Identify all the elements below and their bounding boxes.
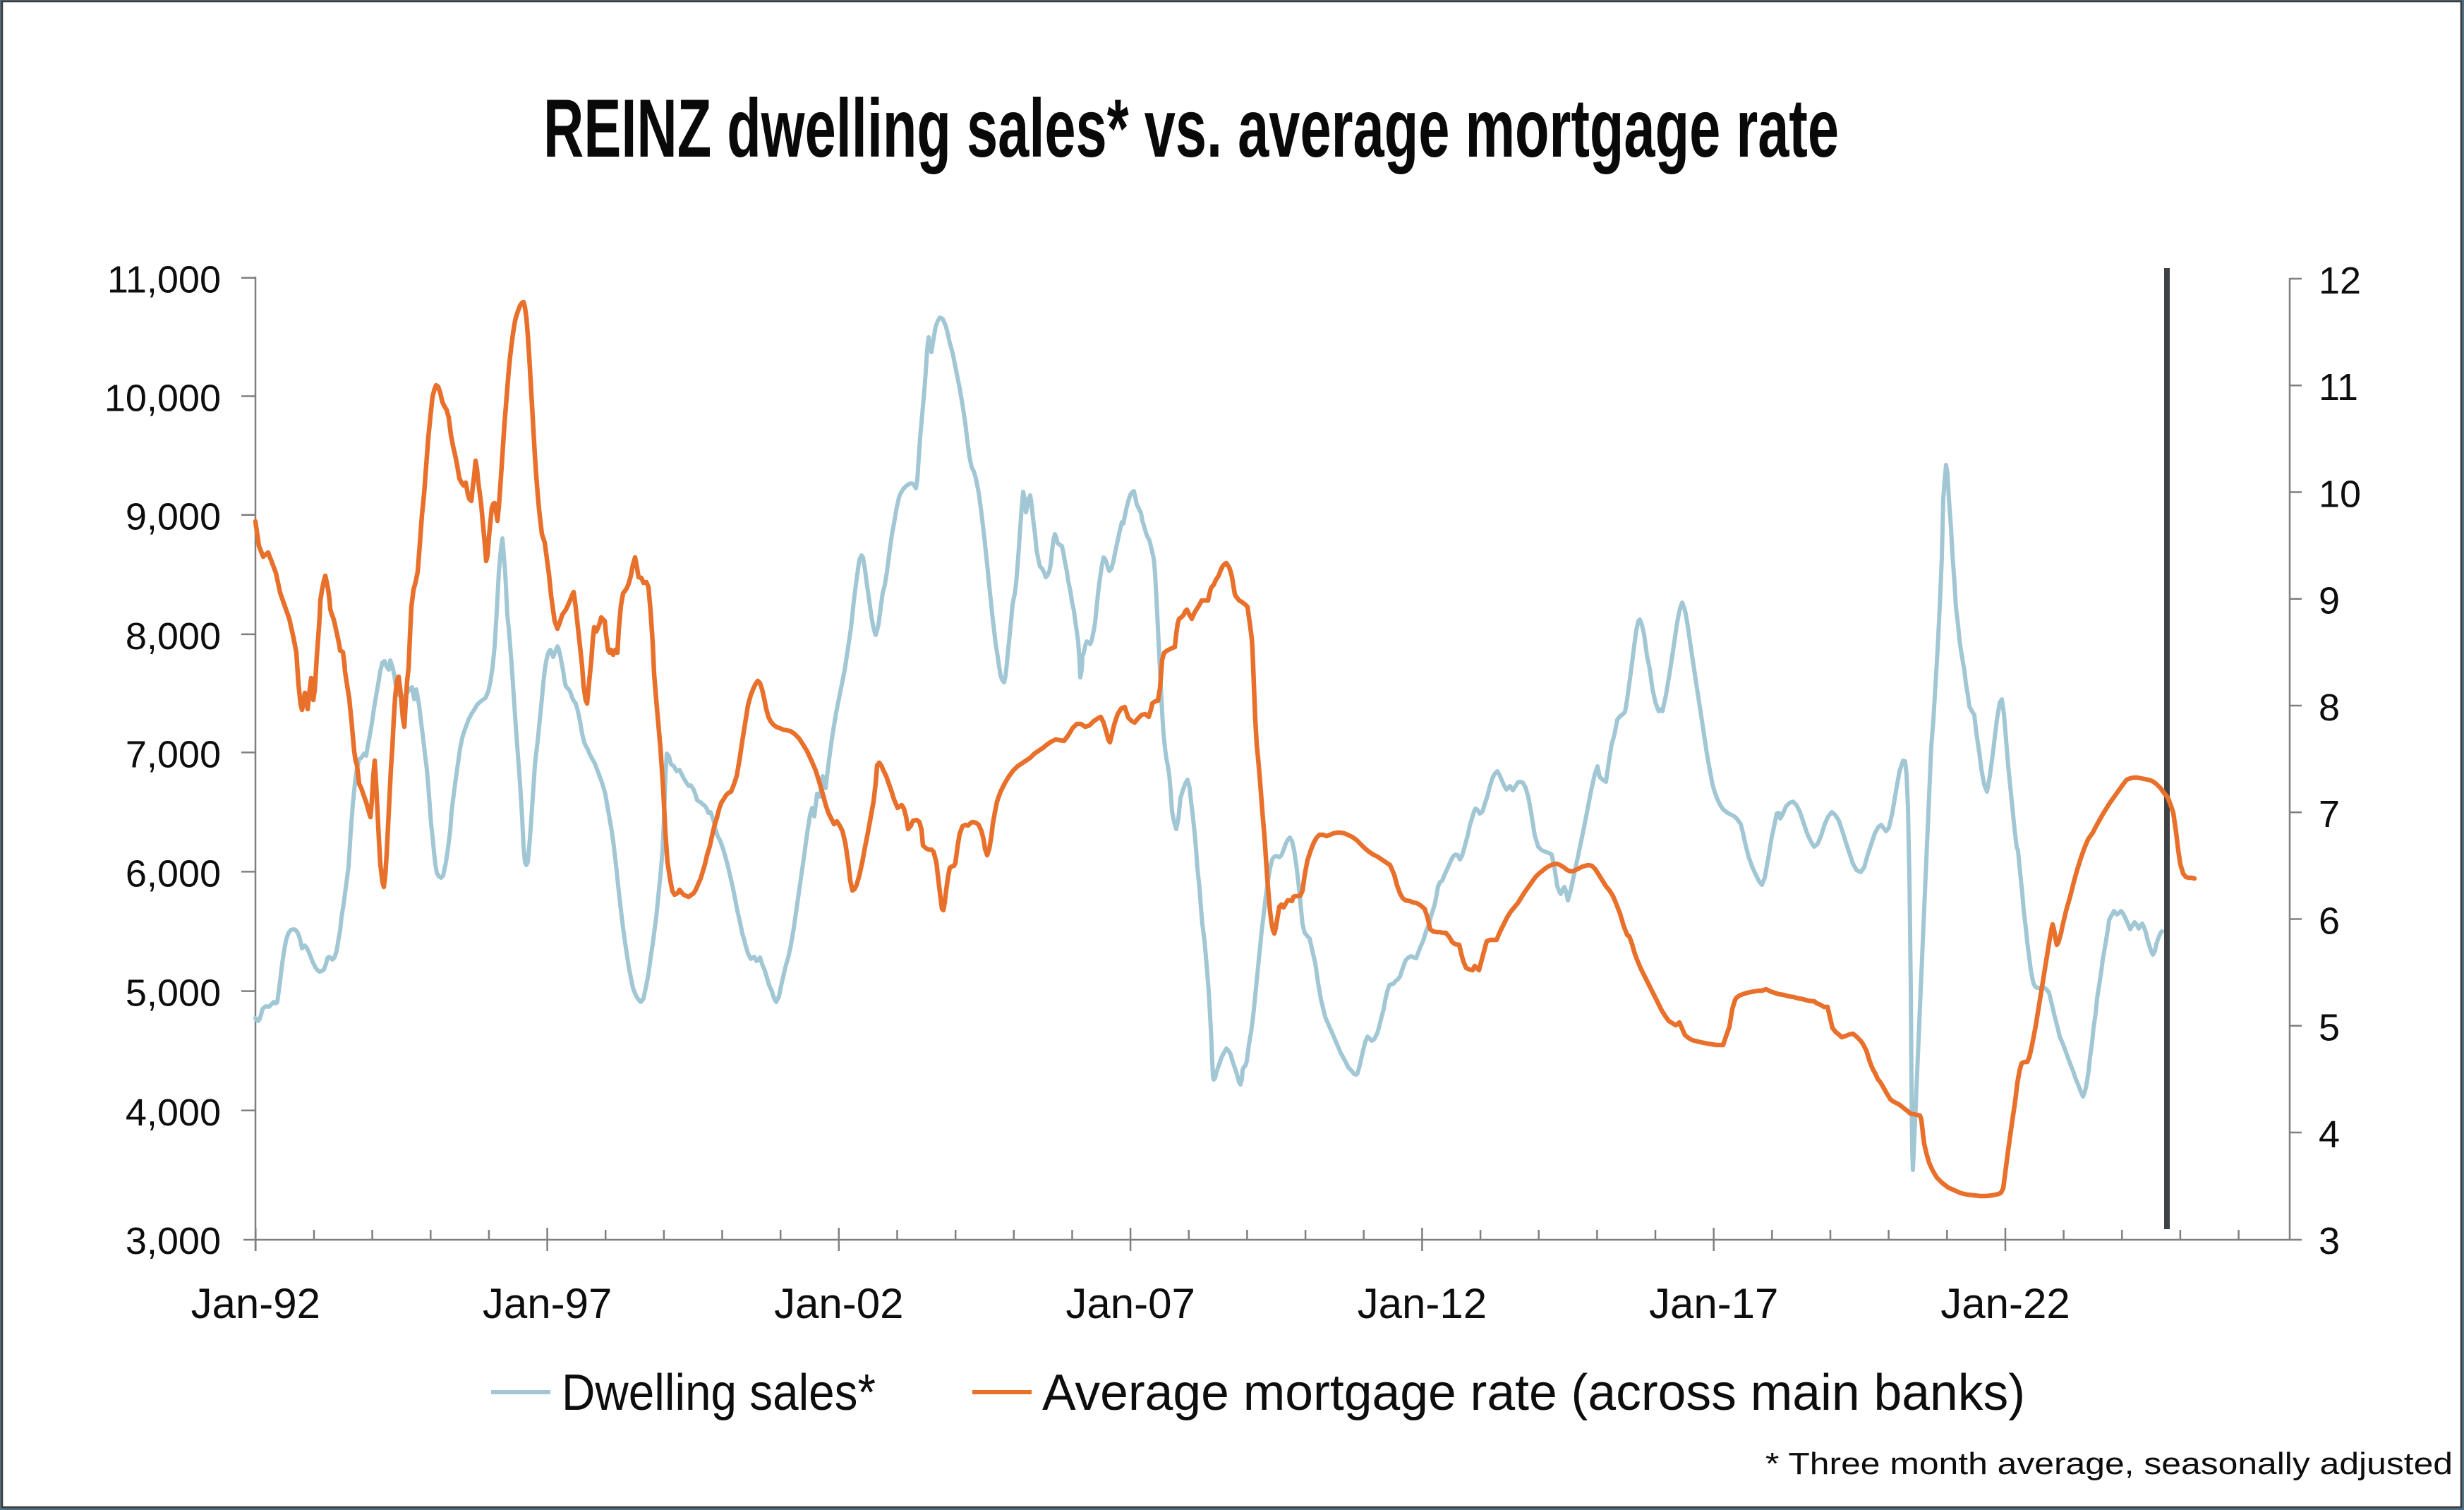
svg-text:5: 5 [2319,1007,2340,1049]
svg-text:10: 10 [2319,473,2361,515]
svg-text:Jan-92: Jan-92 [191,1280,320,1327]
svg-text:5,000: 5,000 [126,972,221,1015]
svg-text:3: 3 [2319,1220,2340,1262]
svg-text:9,000: 9,000 [126,496,221,538]
svg-text:Jan-02: Jan-02 [774,1280,903,1327]
svg-text:Jan-22: Jan-22 [1940,1280,2070,1327]
svg-text:* Three month average, seasona: * Three month average, seasonally adjust… [1765,1446,2453,1481]
svg-text:Jan-12: Jan-12 [1358,1280,1487,1327]
svg-text:Jan-97: Jan-97 [483,1280,612,1327]
svg-text:3,000: 3,000 [126,1220,221,1262]
svg-text:6,000: 6,000 [126,852,221,895]
svg-text:12: 12 [2319,260,2361,302]
svg-text:11: 11 [2319,366,2358,409]
svg-text:8: 8 [2319,687,2340,729]
svg-text:REINZ dwelling sales* vs. aver: REINZ dwelling sales* vs. average mortga… [543,82,1839,174]
svg-text:6: 6 [2319,900,2340,942]
svg-text:10,000: 10,000 [104,378,221,420]
svg-text:4: 4 [2319,1113,2340,1156]
svg-text:Jan-17: Jan-17 [1649,1280,1778,1327]
svg-text:11,000: 11,000 [107,259,221,301]
svg-text:7,000: 7,000 [126,733,221,775]
svg-text:Average mortgage rate (across: Average mortgage rate (across main banks… [1042,1365,2025,1421]
svg-text:7: 7 [2319,793,2340,835]
svg-text:9: 9 [2319,580,2340,622]
svg-text:Jan-07: Jan-07 [1065,1280,1195,1327]
svg-text:8,000: 8,000 [126,615,221,658]
svg-text:4,000: 4,000 [126,1092,221,1134]
svg-text:Dwelling sales*: Dwelling sales* [562,1365,876,1421]
